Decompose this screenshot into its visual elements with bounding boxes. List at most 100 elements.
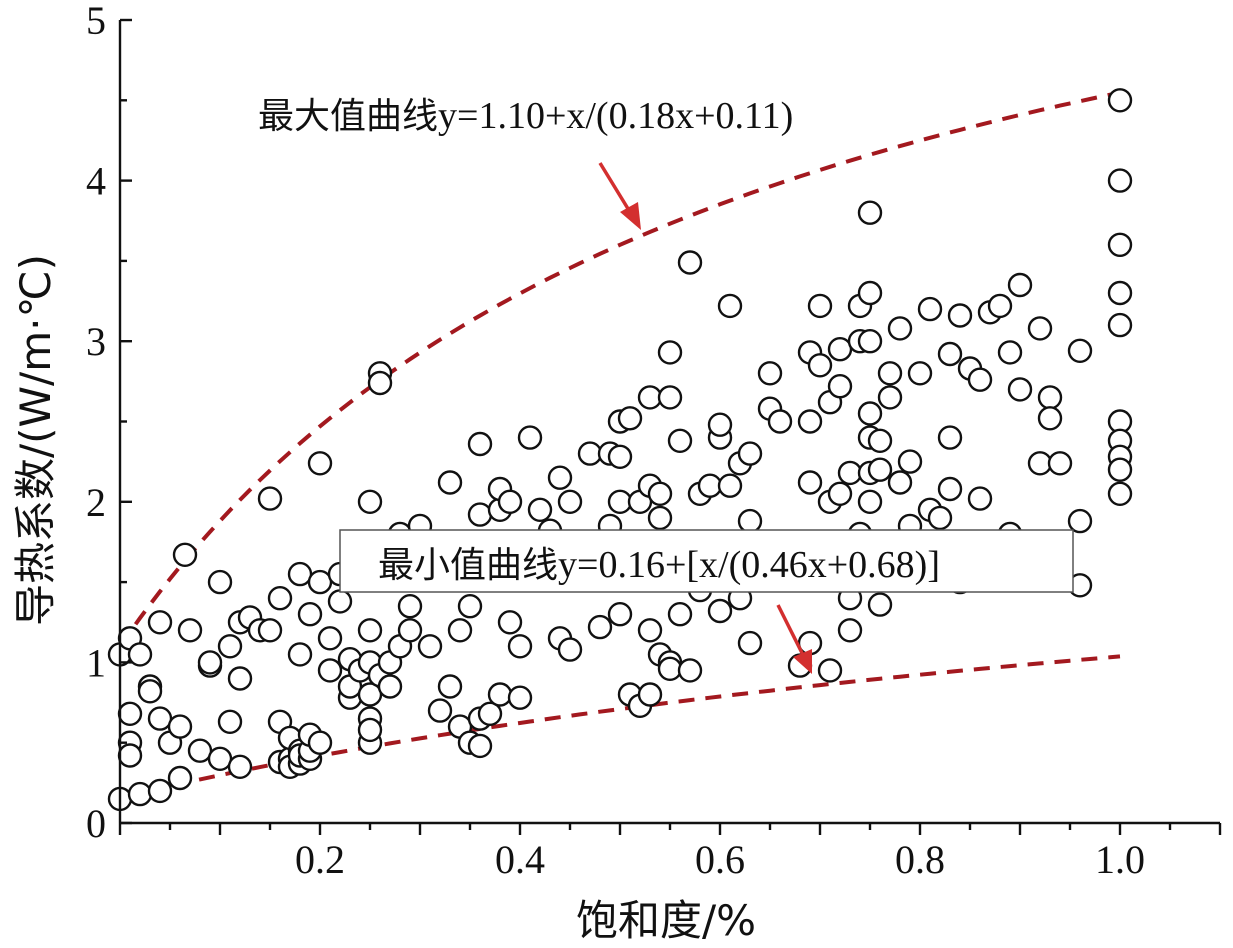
data-point: [507, 685, 533, 710]
y-tick-label: 2: [86, 480, 106, 525]
data-point: [187, 738, 213, 763]
max-curve-arrow: [598, 162, 632, 213]
data-point: [657, 340, 683, 365]
data-point: [307, 730, 333, 755]
data-point: [887, 316, 913, 341]
data-point: [607, 602, 633, 627]
data-point: [937, 341, 963, 367]
data-point: [197, 650, 223, 675]
data-point: [867, 428, 893, 453]
data-point: [577, 441, 603, 466]
data-point: [907, 361, 933, 386]
data-point: [1107, 280, 1133, 306]
data-point: [497, 489, 523, 514]
data-point: [487, 682, 513, 707]
x-tick-label: 0.4: [495, 837, 545, 882]
data-point: [667, 602, 693, 627]
data-point: [807, 353, 833, 378]
data-point: [657, 385, 683, 410]
data-point: [827, 374, 853, 399]
max-curve-equation: y=1.10+x/(0.18x+0.11): [438, 95, 793, 137]
data-point: [857, 200, 883, 225]
data-point: [127, 642, 153, 667]
data-point: [307, 451, 333, 476]
min-curve-arrowhead: [793, 649, 812, 674]
data-point: [737, 441, 763, 466]
data-point: [677, 658, 703, 683]
data-point: [877, 385, 903, 410]
data-point: [317, 658, 343, 683]
data-point: [1037, 385, 1063, 410]
max-curve: [118, 90, 1121, 648]
data-point: [397, 618, 423, 643]
max-curve-label-prefix: 最大值曲线: [258, 96, 438, 137]
data-point: [1107, 312, 1133, 338]
data-point: [1007, 272, 1033, 298]
data-point: [1107, 168, 1133, 193]
data-point: [1027, 451, 1053, 476]
data-point: [287, 642, 313, 667]
data-point: [1107, 481, 1133, 506]
data-point: [477, 701, 503, 726]
min-curve-label-prefix: 最小值曲线: [378, 545, 558, 586]
x-tick-label: 0.6: [695, 837, 745, 882]
data-point: [717, 293, 743, 319]
data-point: [827, 481, 853, 506]
data-point: [697, 473, 723, 498]
data-point: [827, 337, 853, 362]
y-tick-label: 1: [86, 640, 106, 685]
data-point: [967, 486, 993, 511]
y-tick-label: 0: [86, 801, 106, 846]
data-point: [707, 412, 733, 437]
data-point: [147, 610, 173, 635]
x-tick-label: 0.2: [295, 837, 345, 882]
data-point: [607, 489, 633, 514]
x-axis-title: 饱和度/%: [576, 896, 756, 945]
data-point: [117, 701, 143, 726]
data-point: [447, 618, 473, 643]
tick-labels: 0.2 0.4 0.6 0.8 1.0 0 1 2 3 4 5: [86, 0, 1145, 882]
data-point: [997, 340, 1023, 365]
data-point: [297, 602, 323, 627]
tick-marks: [118, 18, 1222, 835]
data-point: [857, 329, 883, 354]
data-point: [917, 296, 943, 322]
data-point: [437, 674, 463, 699]
data-point: [117, 743, 143, 768]
data-point: [1007, 377, 1033, 402]
y-tick-label: 4: [86, 159, 106, 204]
data-point: [267, 586, 293, 611]
data-point: [317, 626, 343, 651]
data-point: [987, 293, 1013, 319]
data-point: [757, 361, 783, 386]
data-point: [617, 406, 643, 431]
data-point: [767, 409, 793, 434]
data-point: [797, 470, 823, 495]
data-point: [837, 618, 863, 643]
y-tick-label: 5: [86, 0, 106, 43]
data-point: [437, 470, 463, 495]
data-point: [877, 361, 903, 386]
min-curve-label: 最小值曲线y=0.16+[x/(0.46x+0.68)]: [378, 544, 940, 586]
data-point: [737, 508, 763, 534]
data-point: [547, 465, 573, 490]
data-point: [657, 656, 683, 681]
y-tick-label: 3: [86, 319, 106, 364]
data-point: [527, 497, 553, 522]
data-point: [867, 457, 893, 482]
data-point: [707, 598, 733, 624]
data-point: [457, 594, 483, 619]
data-point: [937, 476, 963, 502]
data-point: [1067, 338, 1093, 363]
data-point: [587, 614, 613, 640]
data-point: [887, 470, 913, 495]
data-point: [217, 709, 243, 734]
data-point: [817, 658, 843, 683]
data-point: [417, 634, 443, 659]
data-point: [207, 569, 233, 595]
data-point: [167, 765, 193, 791]
data-point: [127, 781, 153, 807]
data-point: [867, 592, 893, 617]
data-point: [637, 385, 663, 410]
data-point: [327, 589, 353, 614]
